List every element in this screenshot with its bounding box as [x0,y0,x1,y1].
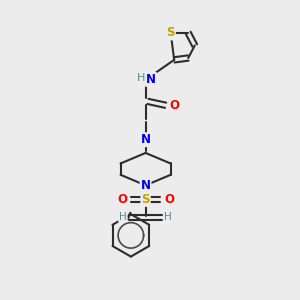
Text: S: S [141,193,150,206]
Text: O: O [169,99,179,112]
Text: O: O [117,193,127,206]
Text: H: H [164,212,172,221]
Text: H: H [137,74,146,83]
Text: S: S [167,26,175,39]
Text: N: N [141,133,151,146]
Text: H: H [119,212,127,221]
Text: O: O [164,193,174,206]
Text: N: N [146,73,156,86]
Text: N: N [141,179,151,192]
